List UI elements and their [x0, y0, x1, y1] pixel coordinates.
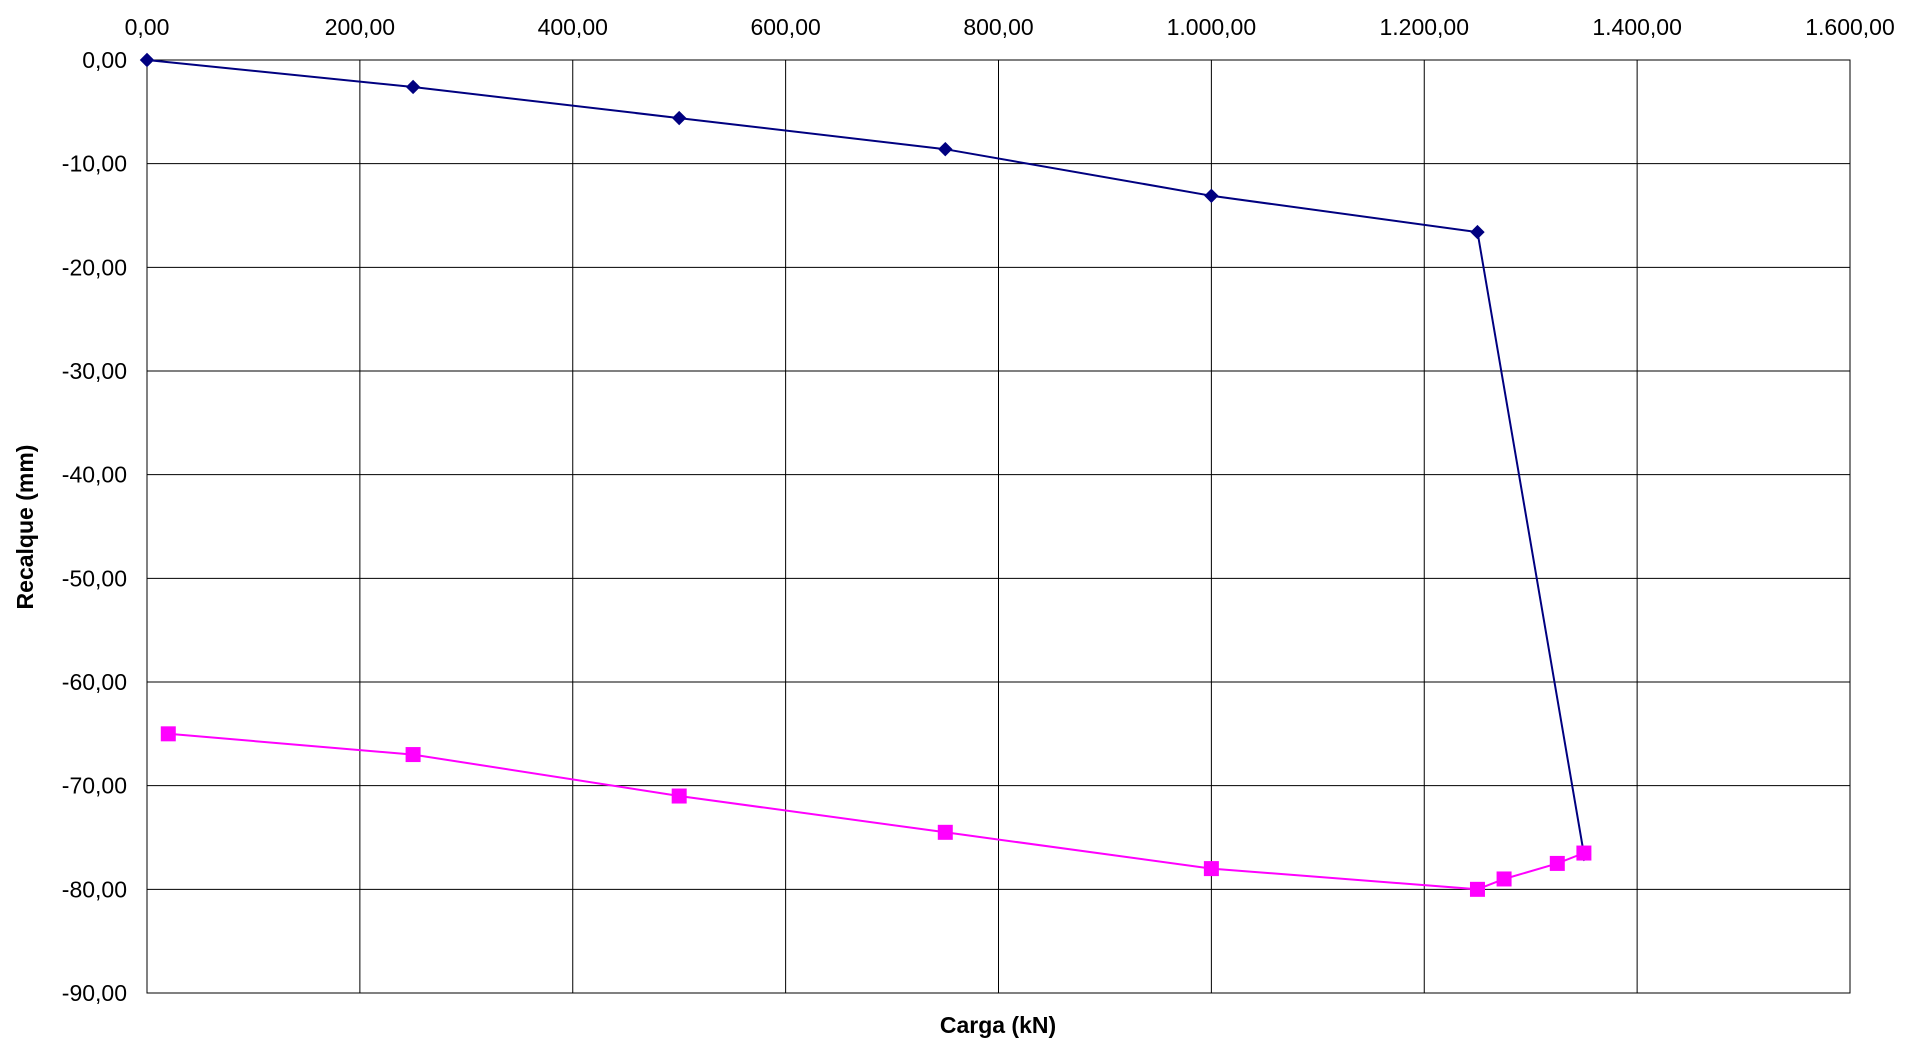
y-axis-tick-labels: 0,00 -10,00 -20,00 -30,00 -40,00 -50,00 -60,00…	[62, 47, 127, 1006]
series-2-point	[1203, 861, 1219, 877]
series-1-point	[139, 52, 155, 68]
x-axis-title: Carga (kN)	[940, 1012, 1056, 1038]
series-2-point	[1549, 855, 1565, 871]
series-2	[160, 726, 1592, 897]
y-tick-label: -60,00	[62, 669, 127, 695]
series-2-point	[1469, 881, 1485, 897]
plot-border	[146, 59, 1851, 994]
x-tick-label: 600,00	[750, 14, 820, 40]
x-tick-label: 1.000,00	[1167, 14, 1257, 40]
series-1-point	[1204, 188, 1219, 204]
x-tick-label: 1.400,00	[1592, 14, 1682, 40]
x-tick-label: 0,00	[125, 14, 170, 40]
series-2-point	[937, 824, 953, 840]
series-2-point	[160, 726, 176, 742]
x-tick-label: 400,00	[538, 14, 608, 40]
series-2-point	[405, 747, 421, 763]
x-tick-label: 200,00	[325, 14, 395, 40]
x-axis-tick-labels: 0,00 200,00 400,00 600,00 800,00 1.000,00 1.20…	[125, 14, 1895, 40]
y-tick-label: -80,00	[62, 876, 127, 902]
series-1-point	[671, 110, 687, 126]
series-2-point	[1496, 871, 1512, 887]
series-1-point	[938, 141, 953, 157]
x-tick-label: 1.600,00	[1805, 14, 1895, 40]
y-tick-label: -40,00	[62, 462, 127, 488]
y-axis-title: Recalque (mm)	[12, 445, 38, 610]
series-1-point	[405, 79, 421, 95]
series-2-point	[671, 788, 687, 804]
x-tick-label: 1.200,00	[1379, 14, 1469, 40]
series-group	[139, 52, 1592, 897]
y-tick-label: -30,00	[62, 358, 127, 384]
x-tick-label: 800,00	[963, 14, 1033, 40]
y-tick-label: 0,00	[82, 47, 127, 73]
y-tick-label: -20,00	[62, 254, 127, 280]
series-1-point	[1470, 224, 1485, 240]
y-tick-label: -70,00	[62, 773, 127, 799]
series-2-point	[1576, 845, 1592, 861]
y-tick-label: -90,00	[62, 980, 127, 1006]
y-tick-label: -10,00	[62, 151, 127, 177]
y-tick-label: -50,00	[62, 565, 127, 591]
